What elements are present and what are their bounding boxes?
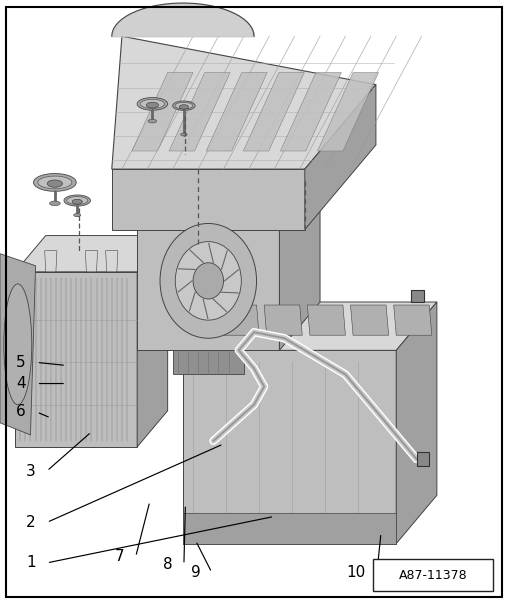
- Polygon shape: [264, 305, 302, 335]
- Polygon shape: [221, 305, 259, 335]
- Ellipse shape: [67, 197, 88, 204]
- Polygon shape: [206, 72, 267, 151]
- Polygon shape: [279, 163, 320, 350]
- Polygon shape: [351, 305, 389, 335]
- Polygon shape: [0, 254, 36, 435]
- Ellipse shape: [140, 100, 165, 109]
- Polygon shape: [396, 302, 437, 544]
- Polygon shape: [15, 236, 168, 272]
- Polygon shape: [183, 350, 396, 544]
- Polygon shape: [132, 72, 193, 151]
- Polygon shape: [137, 211, 279, 350]
- Text: 10: 10: [346, 565, 366, 580]
- Text: 2: 2: [26, 515, 36, 530]
- Circle shape: [193, 263, 224, 299]
- Text: 7: 7: [115, 550, 124, 564]
- Ellipse shape: [146, 102, 158, 108]
- Polygon shape: [45, 251, 57, 272]
- Polygon shape: [394, 305, 432, 335]
- Polygon shape: [307, 305, 345, 335]
- Polygon shape: [169, 72, 230, 151]
- Ellipse shape: [50, 201, 60, 205]
- Polygon shape: [318, 72, 378, 151]
- Polygon shape: [137, 236, 168, 447]
- Text: 8: 8: [163, 557, 173, 572]
- Polygon shape: [417, 452, 429, 466]
- Polygon shape: [183, 513, 396, 544]
- Circle shape: [175, 242, 241, 320]
- Polygon shape: [305, 85, 376, 230]
- Text: 4: 4: [16, 376, 25, 391]
- Ellipse shape: [181, 133, 187, 136]
- Polygon shape: [85, 251, 98, 272]
- Ellipse shape: [38, 176, 72, 188]
- Bar: [373, 559, 493, 591]
- Text: 9: 9: [191, 565, 201, 580]
- Text: 6: 6: [16, 405, 25, 419]
- Polygon shape: [112, 169, 305, 230]
- Circle shape: [160, 223, 257, 338]
- Ellipse shape: [34, 173, 76, 191]
- Polygon shape: [280, 72, 341, 151]
- Text: 5: 5: [16, 355, 25, 370]
- Text: 3: 3: [26, 464, 36, 478]
- Text: 1: 1: [26, 556, 36, 570]
- Polygon shape: [243, 72, 304, 151]
- Polygon shape: [137, 163, 320, 211]
- Ellipse shape: [4, 284, 31, 405]
- Ellipse shape: [148, 120, 156, 123]
- Ellipse shape: [72, 199, 82, 204]
- Ellipse shape: [47, 180, 62, 187]
- Text: A87-11378: A87-11378: [398, 568, 467, 582]
- Polygon shape: [112, 36, 376, 169]
- Ellipse shape: [137, 98, 168, 110]
- Polygon shape: [15, 272, 137, 447]
- Ellipse shape: [175, 103, 193, 109]
- Polygon shape: [411, 290, 424, 302]
- Polygon shape: [183, 302, 437, 350]
- Polygon shape: [173, 350, 244, 374]
- Ellipse shape: [173, 101, 195, 111]
- Ellipse shape: [64, 195, 90, 206]
- Ellipse shape: [74, 214, 81, 217]
- Ellipse shape: [179, 104, 188, 109]
- Polygon shape: [106, 251, 118, 272]
